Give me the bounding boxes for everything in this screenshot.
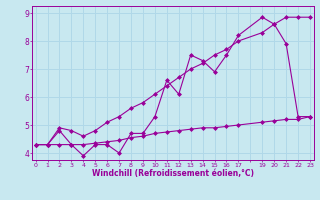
X-axis label: Windchill (Refroidissement éolien,°C): Windchill (Refroidissement éolien,°C) [92,169,254,178]
